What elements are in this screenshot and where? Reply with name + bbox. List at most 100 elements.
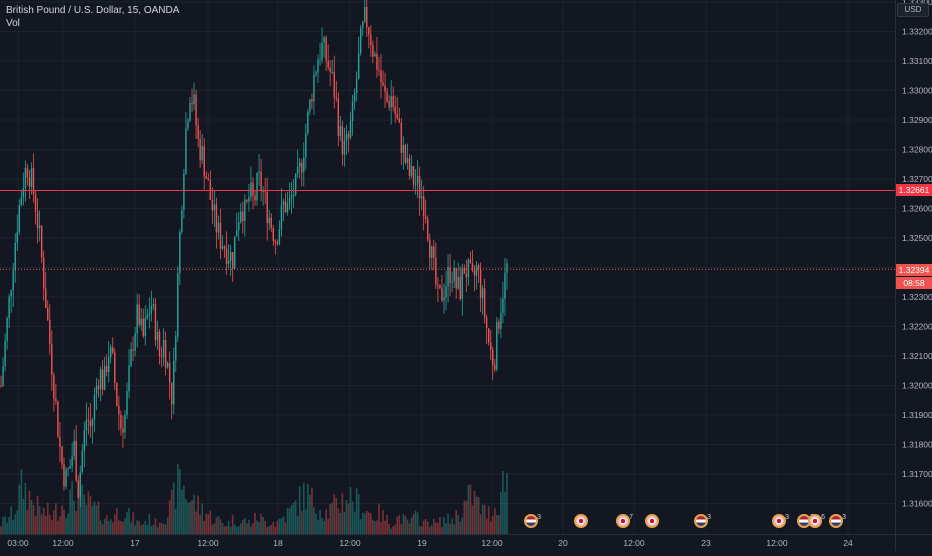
candle-body — [364, 7, 366, 22]
price-axis-label: 1.31700 — [902, 469, 932, 479]
volume-bar — [85, 504, 88, 534]
candle-body — [49, 319, 51, 345]
chart-legend[interactable]: British Pound / U.S. Dollar, 15, OANDA V… — [6, 4, 179, 30]
candle-body — [408, 158, 411, 176]
candle-body — [132, 349, 134, 351]
volume-bar — [477, 497, 480, 534]
candle-body — [256, 172, 258, 201]
volume-bar — [128, 507, 130, 534]
chart-canvas[interactable] — [0, 0, 895, 534]
us-flag-event-icon[interactable]: 3 — [829, 514, 846, 528]
currency-badge[interactable]: USD — [897, 3, 929, 17]
candle-body — [390, 96, 392, 108]
candle-body — [177, 272, 179, 337]
uk-flag-event-icon[interactable]: 3 — [772, 514, 789, 528]
uk-flag-event-icon[interactable] — [574, 514, 588, 528]
candle-body — [112, 347, 114, 353]
candle-body — [67, 468, 69, 470]
volume-bar — [51, 520, 53, 534]
candle-body — [447, 267, 449, 287]
volume-indicator-label[interactable]: Vol — [6, 18, 20, 29]
price-axis-label: 1.32800 — [902, 145, 932, 155]
candle-body — [441, 288, 443, 301]
volume-bar — [189, 502, 191, 534]
volume-bar — [205, 513, 208, 534]
volume-bar — [374, 521, 376, 534]
horizontal-line-price-tag: 1.32661 — [896, 184, 932, 196]
volume-bar — [439, 517, 441, 534]
volume-bar — [164, 524, 167, 534]
volume-bar — [305, 509, 307, 534]
volume-bar — [69, 489, 71, 534]
volume-bar — [71, 481, 73, 534]
price-axis-label: 1.33100 — [902, 56, 932, 66]
candle-body — [473, 269, 476, 276]
time-axis-label: 20 — [558, 538, 568, 548]
candle-body — [400, 122, 403, 153]
time-axis-label: 12:00 — [623, 538, 645, 548]
candle-body — [351, 101, 354, 122]
candle-body — [418, 175, 421, 199]
volume-bar — [418, 526, 421, 534]
candle-body — [77, 480, 79, 498]
symbol-title[interactable]: British Pound / U.S. Dollar, 15, OANDA — [6, 5, 180, 16]
candle-body — [154, 304, 157, 341]
candle-body — [431, 246, 433, 259]
candle-body — [494, 364, 496, 370]
candle-body — [317, 59, 319, 73]
candle-body — [339, 126, 342, 136]
volume-bar — [335, 498, 338, 534]
candle-body — [437, 284, 439, 286]
volume-bar — [111, 522, 114, 534]
event-count-badge: 7 — [629, 514, 633, 521]
candle-body — [268, 217, 270, 224]
price-axis-label: 1.32700 — [902, 174, 932, 184]
uk-flag-event-icon[interactable]: 7 — [616, 514, 633, 528]
volume-bar — [122, 521, 124, 534]
candle-body — [272, 227, 275, 242]
volume-bar — [142, 524, 145, 534]
volume-bar — [353, 511, 356, 534]
candle-body — [199, 138, 201, 161]
candle-body — [368, 27, 370, 35]
last-price-tag: 1.32394 — [896, 264, 932, 276]
volume-bar — [382, 510, 384, 534]
candle-body — [26, 167, 29, 178]
volume-bar — [453, 524, 455, 534]
volume-bar — [315, 513, 317, 534]
volume-bar — [296, 516, 299, 534]
candle-body — [469, 259, 472, 264]
candle-body — [305, 133, 307, 158]
us-flag-event-icon[interactable]: 3 — [694, 514, 711, 528]
volume-bar — [361, 512, 364, 534]
us-flag-event-icon[interactable]: 3 — [524, 514, 541, 528]
volume-bar — [378, 503, 380, 534]
uk-flag-event-icon[interactable] — [645, 514, 659, 528]
volume-bar — [118, 520, 120, 534]
candle-body — [236, 230, 238, 237]
volume-bar — [483, 505, 486, 534]
volume-bar — [345, 500, 348, 534]
volume-bar — [20, 469, 23, 534]
volume-bar — [428, 526, 431, 534]
candle-body — [378, 69, 380, 72]
volume-bar — [270, 524, 273, 534]
candle-body — [329, 67, 331, 73]
volume-bar — [53, 510, 55, 534]
candle-body — [386, 91, 388, 102]
candle-body — [258, 171, 260, 173]
volume-bar — [447, 513, 449, 534]
candle-body — [36, 211, 39, 229]
volume-bar — [422, 520, 425, 534]
candle-body — [211, 199, 214, 211]
price-axis-label: 1.32500 — [902, 233, 932, 243]
volume-bar — [32, 504, 35, 534]
price-axis-label: 1.31800 — [902, 440, 932, 450]
candle-body — [38, 225, 41, 229]
volume-bar — [392, 526, 395, 534]
uk-flag-event-icon[interactable]: 6 — [808, 514, 825, 528]
volume-bar — [300, 511, 303, 534]
time-axis[interactable]: 03:00 12:00 17 12:00 18 12:00 19 12:00 20 12:00 23… — [0, 534, 895, 551]
candle-body — [32, 168, 35, 195]
volume-bar — [323, 520, 325, 534]
